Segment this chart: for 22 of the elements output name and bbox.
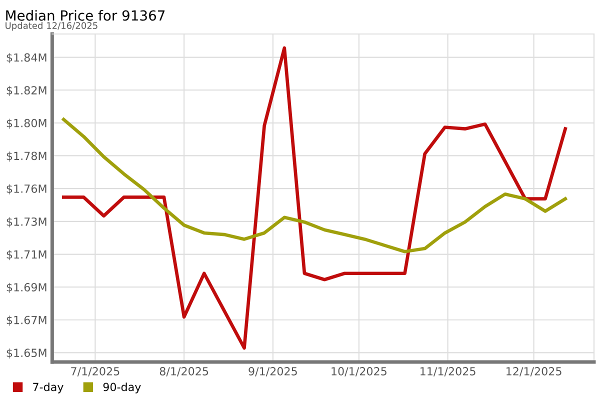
chart-title: Median Price for 91367 (6, 10, 165, 21)
x-tick-label: 9/1/2025 (248, 367, 297, 376)
y-tick-label: $1.65M (6, 348, 46, 359)
x-tick-label: 8/1/2025 (160, 367, 208, 376)
line-series (62, 118, 568, 254)
y-tick-label: $1.80M (6, 118, 46, 129)
line-series (62, 46, 568, 350)
y-tick-label: $1.76M (6, 184, 46, 194)
y-tick-label: $1.82M (6, 86, 46, 96)
y-tick-label: $1.84M (6, 53, 46, 64)
chart-subtitle: Updated 12/16/2025 (6, 22, 98, 31)
x-tick-label: 7/1/2025 (71, 367, 120, 376)
x-tick-label: 11/1/2025 (420, 367, 476, 376)
x-tick-label: 10/1/2025 (332, 367, 386, 376)
y-tick-label: $1.67M (6, 316, 46, 326)
legend-label: 7-day (33, 382, 64, 394)
y-tick-label: $1.71M (6, 250, 46, 260)
x-tick-label: 12/1/2025 (506, 367, 562, 376)
y-tick-label: $1.73M (6, 217, 46, 228)
legend-label: 90-day (103, 382, 141, 394)
y-tick-label: $1.69M (6, 282, 46, 293)
y-tick-label: $1.78M (6, 151, 46, 162)
